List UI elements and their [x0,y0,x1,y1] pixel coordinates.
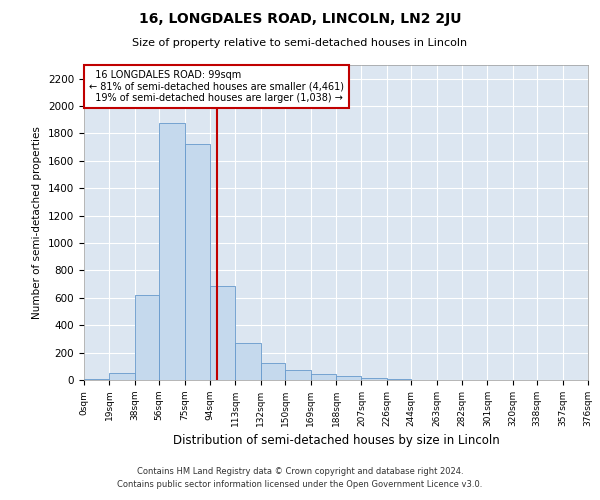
Text: Size of property relative to semi-detached houses in Lincoln: Size of property relative to semi-detach… [133,38,467,48]
Bar [336,376,361,380]
Bar [135,295,159,380]
X-axis label: Distribution of semi-detached houses by size in Lincoln: Distribution of semi-detached houses by … [173,434,499,448]
Bar [235,343,261,380]
Bar [185,144,210,380]
Bar [311,374,336,380]
Bar [285,370,311,380]
Text: Contains HM Land Registry data © Crown copyright and database right 2024.: Contains HM Land Registry data © Crown c… [137,467,463,476]
Bar [361,378,387,380]
Bar [109,373,135,380]
Bar [261,363,285,380]
Bar [210,286,235,380]
Bar [159,122,185,380]
Y-axis label: Number of semi-detached properties: Number of semi-detached properties [32,126,43,319]
Text: Contains public sector information licensed under the Open Government Licence v3: Contains public sector information licen… [118,480,482,489]
Text: 16 LONGDALES ROAD: 99sqm  
← 81% of semi-detached houses are smaller (4,461)
  1: 16 LONGDALES ROAD: 99sqm ← 81% of semi-d… [89,70,344,103]
Text: 16, LONGDALES ROAD, LINCOLN, LN2 2JU: 16, LONGDALES ROAD, LINCOLN, LN2 2JU [139,12,461,26]
Bar [84,379,109,380]
